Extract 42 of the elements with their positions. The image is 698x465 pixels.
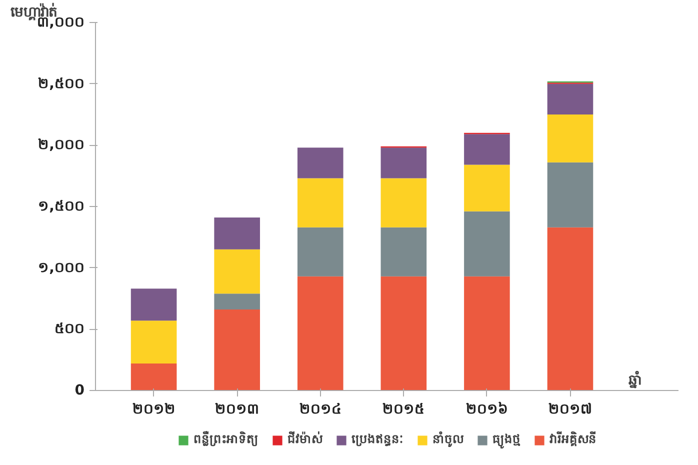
bar bbox=[380, 276, 427, 390]
x-tick-label: ២០១៤ bbox=[299, 402, 342, 418]
bar bbox=[214, 294, 260, 310]
x-tick-label: ២០១៧ bbox=[548, 402, 592, 418]
x-tick-label: ២០១៣ bbox=[215, 402, 260, 418]
bar bbox=[464, 211, 510, 276]
bar bbox=[547, 114, 594, 162]
bar bbox=[547, 162, 594, 228]
bar bbox=[297, 227, 344, 276]
y-tick-label: ៥០០ bbox=[54, 321, 84, 338]
legend-label: ជីវម៉ាស់ bbox=[288, 431, 322, 448]
bar bbox=[380, 148, 427, 178]
legend-label: ធ្យូងថ្ម bbox=[492, 431, 520, 449]
x-tick-label: ២០១៥ bbox=[382, 402, 425, 418]
y-tick-label: ១,៥០០ bbox=[38, 198, 85, 214]
legend-label: ប្រេងឥន្ធនៈ bbox=[352, 431, 404, 448]
bar bbox=[547, 84, 594, 114]
legend-label: វារីអគ្គិសនី bbox=[550, 431, 596, 448]
bar bbox=[130, 364, 177, 390]
bar bbox=[214, 310, 260, 390]
bar bbox=[464, 134, 510, 165]
bar bbox=[130, 288, 177, 321]
y-tick-label: ២,០០០ bbox=[38, 137, 85, 154]
y-tick-label: ១,០០០ bbox=[38, 260, 85, 276]
x-tick-label: ២០១៦ bbox=[466, 402, 508, 418]
bar bbox=[297, 148, 344, 178]
bar bbox=[214, 249, 260, 294]
bar bbox=[464, 276, 510, 390]
bar bbox=[380, 227, 427, 276]
bar bbox=[547, 227, 594, 390]
x-tick-label: ២០១២ bbox=[132, 402, 176, 418]
bar bbox=[380, 178, 427, 228]
y-tick-label: ២,៥០០ bbox=[38, 76, 85, 92]
x-axis-title: ឆ្នាំ bbox=[628, 370, 642, 388]
bar bbox=[297, 178, 344, 228]
bar bbox=[214, 218, 260, 250]
legend-label: ពន្លឺព្រះអាទិត្យ bbox=[194, 431, 258, 448]
bar bbox=[297, 276, 344, 390]
legend-label: នាំចូល bbox=[432, 431, 464, 449]
y-tick-label: 0 bbox=[74, 382, 85, 398]
bar bbox=[464, 164, 510, 212]
bar bbox=[130, 320, 177, 364]
